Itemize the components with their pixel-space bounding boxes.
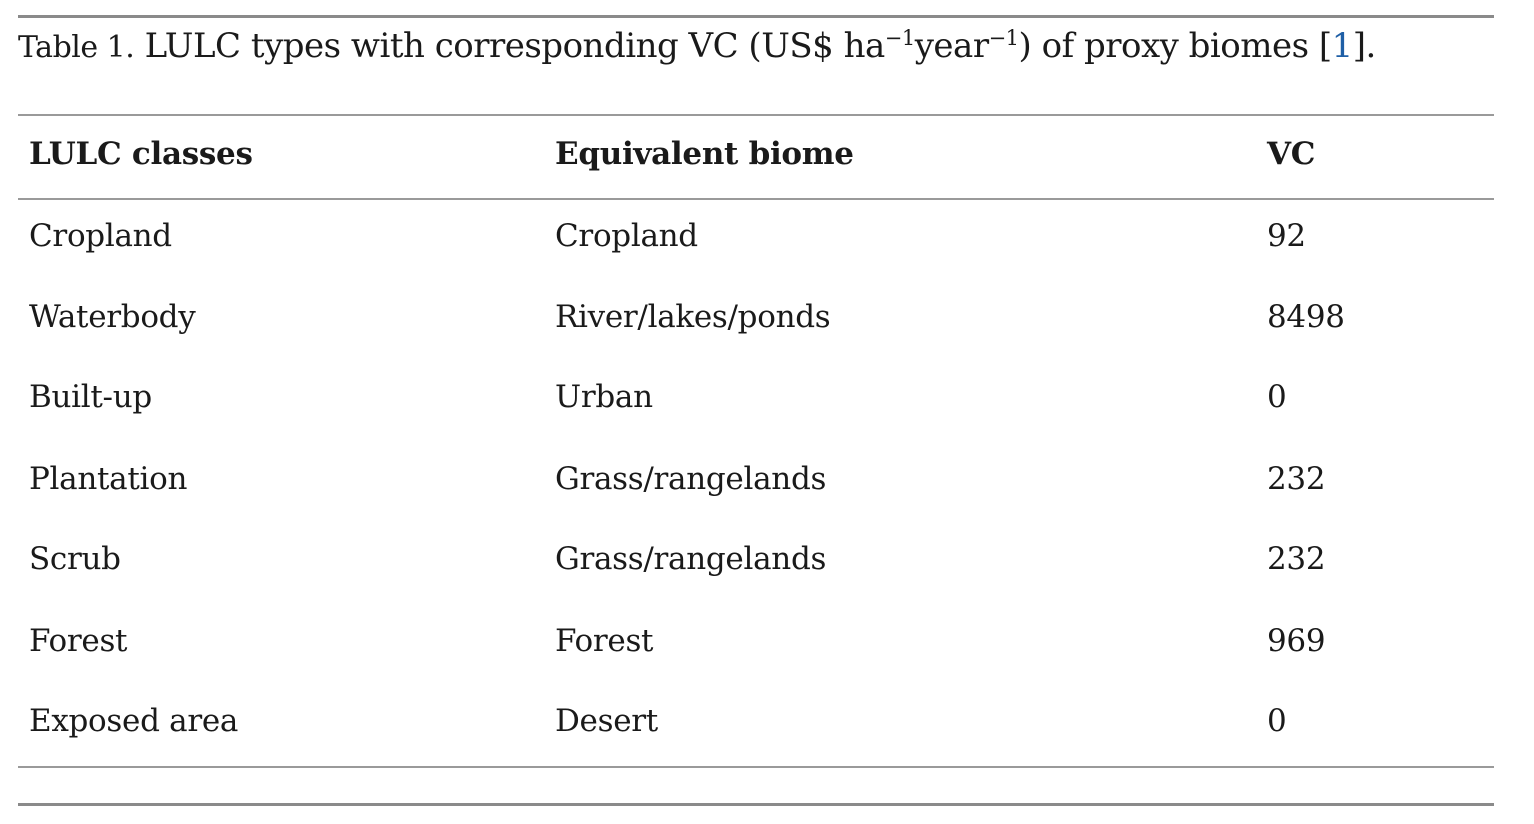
- body-bottom-rule: [18, 766, 1494, 768]
- caption-label: Table 1.: [18, 30, 135, 65]
- table-cell-lulc-class: Built-up: [29, 379, 152, 415]
- table-cell-lulc-class: Forest: [29, 623, 128, 659]
- column-header-vc: VC: [1267, 136, 1316, 172]
- table-cell-biome: Grass/rangelands: [555, 461, 827, 497]
- table-cell-lulc-class: Cropland: [29, 218, 172, 254]
- table-cell-biome: Grass/rangelands: [555, 541, 827, 577]
- table-cell-vc: 969: [1267, 623, 1326, 659]
- table-cell-vc: 92: [1267, 218, 1306, 254]
- table-cell-vc: 0: [1267, 703, 1287, 739]
- caption-text: ) of proxy biomes [: [1018, 26, 1333, 66]
- table-cell-vc: 232: [1267, 541, 1326, 577]
- column-header-lulc-classes: LULC classes: [29, 136, 253, 172]
- reference-link[interactable]: 1: [1331, 26, 1354, 66]
- caption-superscript: −1: [884, 26, 915, 50]
- caption-text: LULC types with corresponding VC (US$ ha: [134, 26, 886, 66]
- table-cell-lulc-class: Exposed area: [29, 703, 239, 739]
- table-cell-biome: Desert: [555, 703, 658, 739]
- caption-superscript: −1: [988, 26, 1019, 50]
- caption-text: ].: [1352, 26, 1377, 66]
- table-cell-vc: 232: [1267, 461, 1326, 497]
- table-cell-lulc-class: Plantation: [29, 461, 188, 497]
- table-cell-biome: Urban: [555, 379, 653, 415]
- column-header-equivalent-biome: Equivalent biome: [555, 136, 854, 172]
- table-cell-vc: 8498: [1267, 299, 1345, 335]
- bottom-rule: [18, 803, 1494, 806]
- table-cell-biome: Forest: [555, 623, 654, 659]
- header-bottom-rule: [18, 198, 1494, 200]
- table-cell-vc: 0: [1267, 379, 1287, 415]
- table-cell-lulc-class: Scrub: [29, 541, 121, 577]
- top-rule: [18, 15, 1494, 18]
- table-cell-biome: Cropland: [555, 218, 698, 254]
- table-caption: Table 1. LULC types with corresponding V…: [18, 24, 1376, 70]
- table-cell-lulc-class: Waterbody: [29, 299, 196, 335]
- caption-text: year: [914, 26, 989, 66]
- header-top-rule: [18, 114, 1494, 116]
- table-cell-biome: River/lakes/ponds: [555, 299, 831, 335]
